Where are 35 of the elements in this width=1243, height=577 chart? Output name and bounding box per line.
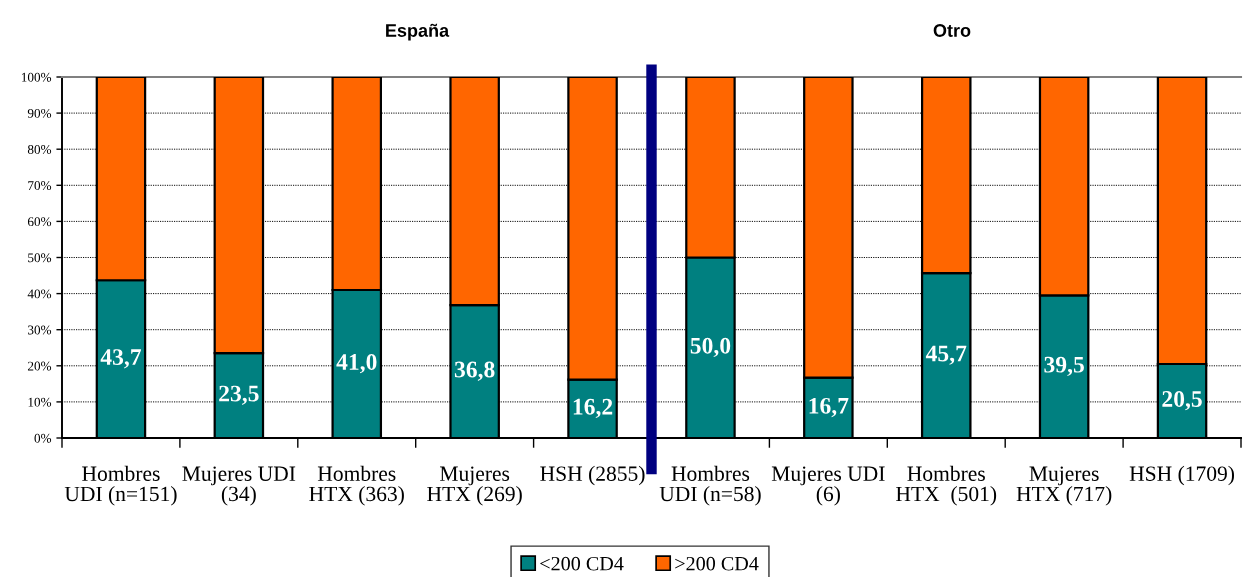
data-label: 43,7: [100, 349, 142, 369]
y-tick-label: 50%: [28, 253, 52, 263]
data-label: 20,5: [1162, 390, 1202, 411]
y-tick-label: 0%: [34, 433, 52, 443]
x-tick-label: HSH (1709): [1129, 465, 1235, 486]
y-tick-label: 70%: [28, 181, 52, 191]
x-tick-label: Mujeres HTX (269): [427, 466, 522, 506]
chart-title: Otro: [933, 24, 971, 37]
chart-title: España: [386, 23, 450, 41]
x-tick-label: Mujeres UDI (34): [182, 466, 296, 506]
x-tick-label: Hombres UDI (n=58): [659, 465, 761, 506]
x-tick-label: Mujeres HTX (717): [1016, 466, 1112, 506]
legend-label: >200 CD4: [675, 556, 759, 571]
y-tick-label: 100%: [21, 72, 52, 82]
data-label: 16,7: [809, 397, 849, 418]
data-label: 39,5: [1044, 356, 1084, 377]
y-tick-label: 80%: [27, 145, 52, 154]
data-label: 45,7: [925, 345, 967, 365]
x-tick-label: HSH (2855): [540, 465, 645, 486]
x-tick-label: Hombres HTX (363): [309, 465, 404, 506]
y-tick-label: 20%: [27, 361, 52, 371]
y-tick-label: 60%: [27, 217, 52, 227]
data-label: 41,0: [336, 353, 377, 374]
x-tick-label: Mujeres UDI (6): [771, 466, 885, 506]
x-tick-label: Hombres HTX (501): [896, 465, 997, 506]
data-label: 16,2: [573, 398, 613, 419]
y-tick-label: 90%: [27, 108, 52, 118]
data-label: 23,5: [219, 385, 259, 405]
y-tick-label: 10%: [28, 397, 52, 407]
y-tick-label: 40%: [27, 289, 52, 299]
legend-label: <200 CD4: [540, 556, 624, 571]
data-label: 50,0: [690, 337, 731, 358]
x-tick-label: Hombres UDI (n=151): [64, 465, 177, 506]
data-label: 36,8: [454, 361, 495, 381]
y-tick-label: 30%: [28, 325, 52, 335]
